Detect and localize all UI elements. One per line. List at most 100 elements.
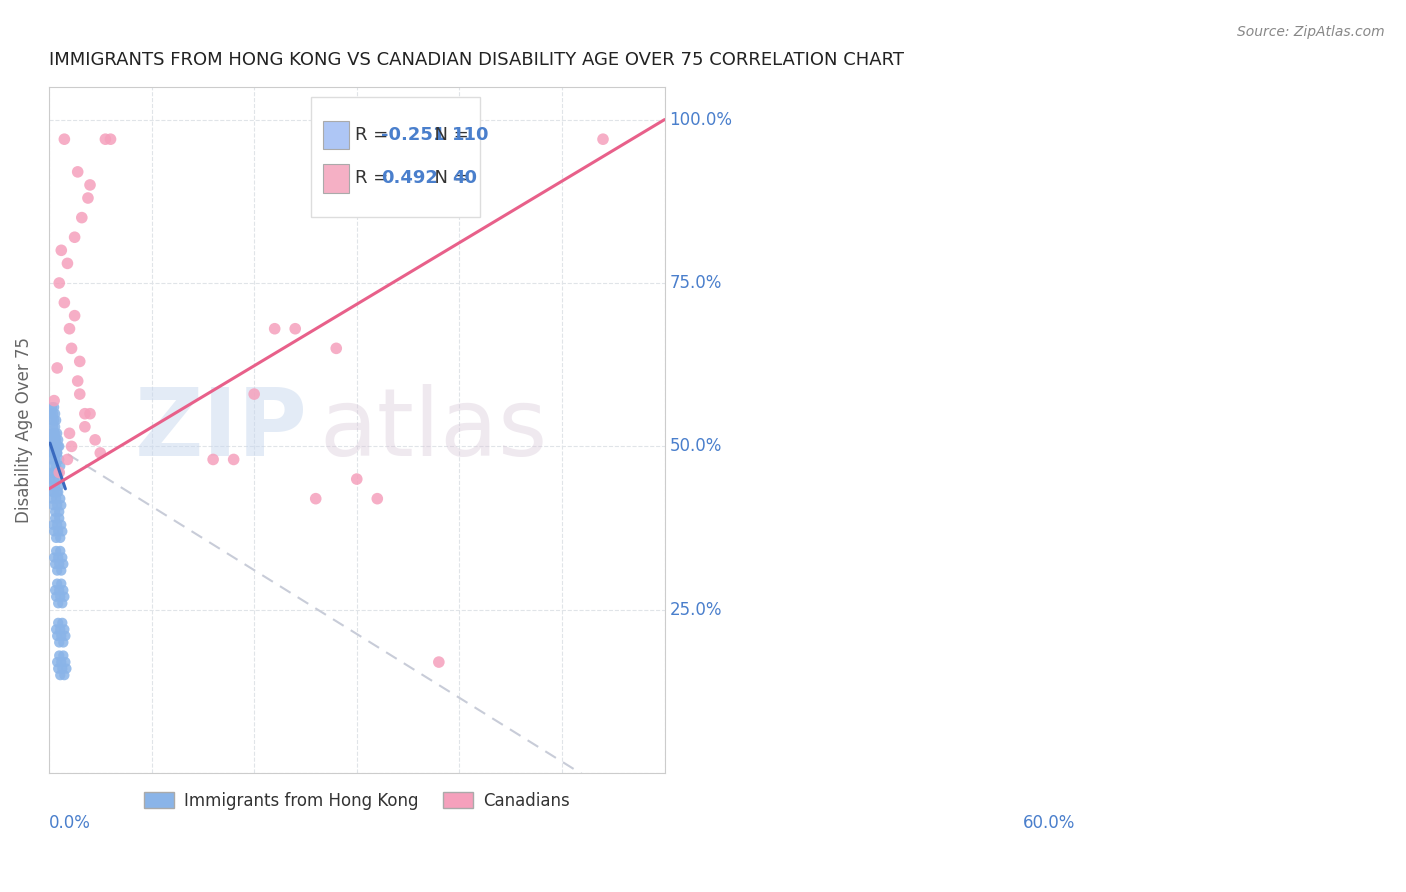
Point [44, 439, 66, 453]
Point [46, 426, 69, 441]
Point [41, 446, 63, 460]
Point [58, 426, 80, 441]
Point [45, 491, 67, 506]
Point [44, 511, 66, 525]
Point [52, 583, 75, 598]
Point [79, 178, 101, 192]
Point [89, 446, 111, 460]
Point [39, 439, 62, 453]
Point [39, 433, 62, 447]
Point [46, 564, 69, 578]
Point [51, 517, 73, 532]
Point [42, 400, 65, 414]
Point [366, 491, 388, 506]
Point [45, 544, 67, 558]
Point [44, 583, 66, 598]
Text: R =: R = [354, 169, 394, 187]
Point [52, 648, 75, 663]
Point [53, 668, 76, 682]
Point [48, 557, 70, 571]
Point [53, 132, 76, 146]
Point [41, 426, 63, 441]
Point [46, 472, 69, 486]
Point [60, 439, 83, 453]
Point [49, 491, 72, 506]
Point [48, 478, 70, 492]
Point [46, 498, 69, 512]
Point [44, 433, 66, 447]
Text: -0.251: -0.251 [381, 126, 446, 144]
Point [63, 309, 86, 323]
Point [55, 629, 77, 643]
Point [53, 623, 76, 637]
Point [44, 478, 66, 492]
Point [44, 426, 66, 441]
Point [51, 596, 73, 610]
Point [51, 615, 73, 630]
Point [42, 498, 65, 512]
Text: 50.0%: 50.0% [669, 437, 721, 456]
Point [51, 498, 73, 512]
Point [263, 322, 285, 336]
Point [51, 662, 73, 676]
Text: N =: N = [423, 126, 474, 144]
Point [41, 466, 63, 480]
Point [73, 419, 96, 434]
Point [51, 524, 73, 539]
Text: 110: 110 [453, 126, 489, 144]
Point [51, 629, 73, 643]
Point [51, 550, 73, 565]
Point [39, 452, 62, 467]
Point [46, 629, 69, 643]
Legend: Immigrants from Hong Kong, Canadians: Immigrants from Hong Kong, Canadians [136, 785, 576, 816]
Point [42, 485, 65, 500]
Point [222, 452, 245, 467]
Text: 0.0%: 0.0% [49, 814, 91, 832]
Text: 0.492: 0.492 [381, 169, 437, 187]
Point [46, 361, 69, 376]
Point [46, 615, 69, 630]
Point [45, 623, 67, 637]
Point [42, 393, 65, 408]
Point [46, 517, 69, 532]
Point [46, 433, 69, 447]
Point [46, 439, 69, 453]
Point [48, 511, 70, 525]
Point [346, 472, 368, 486]
Point [51, 576, 73, 591]
Point [41, 491, 63, 506]
Text: N =: N = [423, 169, 474, 187]
Point [45, 590, 67, 604]
Point [69, 354, 91, 368]
Point [45, 433, 67, 447]
Point [592, 132, 614, 146]
Point [39, 407, 62, 421]
Point [46, 550, 69, 565]
Y-axis label: Disability Age Over 75: Disability Age Over 75 [15, 337, 32, 523]
Point [305, 491, 328, 506]
Point [52, 557, 75, 571]
Point [79, 407, 101, 421]
Point [45, 466, 67, 480]
Text: 40: 40 [453, 169, 477, 187]
Point [45, 531, 67, 545]
Point [46, 576, 69, 591]
Point [48, 466, 70, 480]
Point [202, 452, 225, 467]
Point [46, 446, 69, 460]
Point [58, 322, 80, 336]
FancyBboxPatch shape [323, 164, 349, 193]
Point [94, 132, 117, 146]
Point [48, 583, 70, 598]
Point [42, 550, 65, 565]
Point [45, 458, 67, 473]
Text: 100.0%: 100.0% [669, 111, 733, 128]
Text: IMMIGRANTS FROM HONG KONG VS CANADIAN DISABILITY AGE OVER 75 CORRELATION CHART: IMMIGRANTS FROM HONG KONG VS CANADIAN DI… [49, 51, 904, 69]
Point [41, 400, 63, 414]
Point [63, 230, 86, 244]
Point [48, 635, 70, 649]
Point [427, 655, 450, 669]
Point [42, 439, 65, 453]
Point [46, 485, 69, 500]
Point [77, 191, 100, 205]
